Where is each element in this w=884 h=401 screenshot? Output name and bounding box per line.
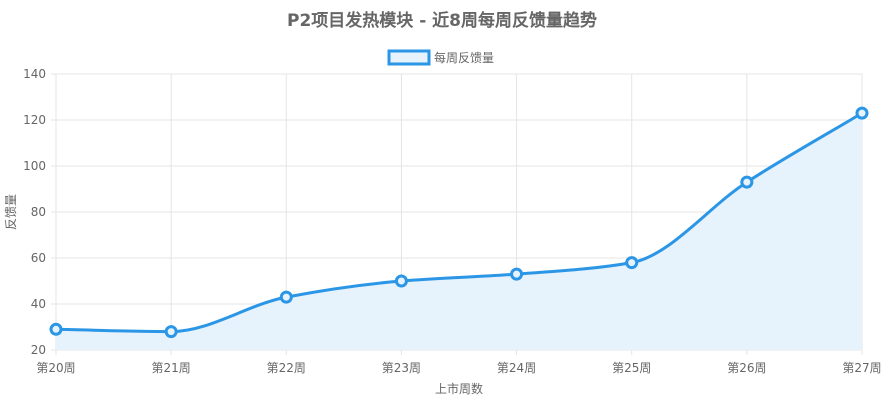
data-point[interactable] bbox=[740, 175, 754, 189]
series-line bbox=[55, 111, 863, 334]
x-tick-label: 第23周 bbox=[382, 361, 421, 375]
data-point[interactable] bbox=[855, 106, 869, 120]
y-tick-label: 120 bbox=[23, 113, 46, 127]
y-tick-label: 40 bbox=[31, 297, 46, 311]
x-tick-label: 第24周 bbox=[497, 361, 536, 375]
x-tick-label: 第21周 bbox=[152, 361, 191, 375]
data-point[interactable] bbox=[394, 274, 408, 288]
x-tick-label: 第20周 bbox=[36, 361, 75, 375]
data-point[interactable] bbox=[164, 325, 178, 339]
area-fill-layer bbox=[56, 113, 862, 350]
y-tick-label: 60 bbox=[31, 251, 46, 265]
legend[interactable]: 每周反馈量 bbox=[387, 49, 494, 66]
y-axis-title: 反馈量 bbox=[4, 194, 18, 230]
data-point[interactable] bbox=[49, 322, 63, 336]
x-tick-label: 第25周 bbox=[612, 361, 651, 375]
series-line-layer bbox=[55, 111, 863, 334]
x-axis-title: 上市周数 bbox=[435, 381, 483, 396]
data-point[interactable] bbox=[279, 290, 293, 304]
x-tick-label: 第27周 bbox=[842, 361, 881, 375]
series-area bbox=[56, 113, 862, 350]
y-tick-label: 20 bbox=[31, 343, 46, 357]
legend-label: 每周反馈量 bbox=[434, 50, 494, 65]
legend-swatch bbox=[387, 49, 431, 66]
y-tick-label: 80 bbox=[31, 205, 46, 219]
data-points-layer bbox=[49, 106, 869, 339]
y-tick-label: 140 bbox=[23, 67, 46, 81]
y-tick-label: 100 bbox=[23, 159, 46, 173]
data-point[interactable] bbox=[625, 256, 639, 270]
data-point[interactable] bbox=[510, 267, 524, 281]
x-tick-label: 第26周 bbox=[727, 361, 766, 375]
x-tick-labels: 第20周 第21周 第22周 第23周 第24周 第25周 第26周 第27周 bbox=[36, 361, 881, 375]
y-tick-labels: 20 40 60 80 100 120 140 bbox=[23, 67, 46, 357]
x-tick-label: 第22周 bbox=[267, 361, 306, 375]
chart-title: P2项目发热模块 - 近8周每周反馈量趋势 bbox=[287, 10, 597, 31]
